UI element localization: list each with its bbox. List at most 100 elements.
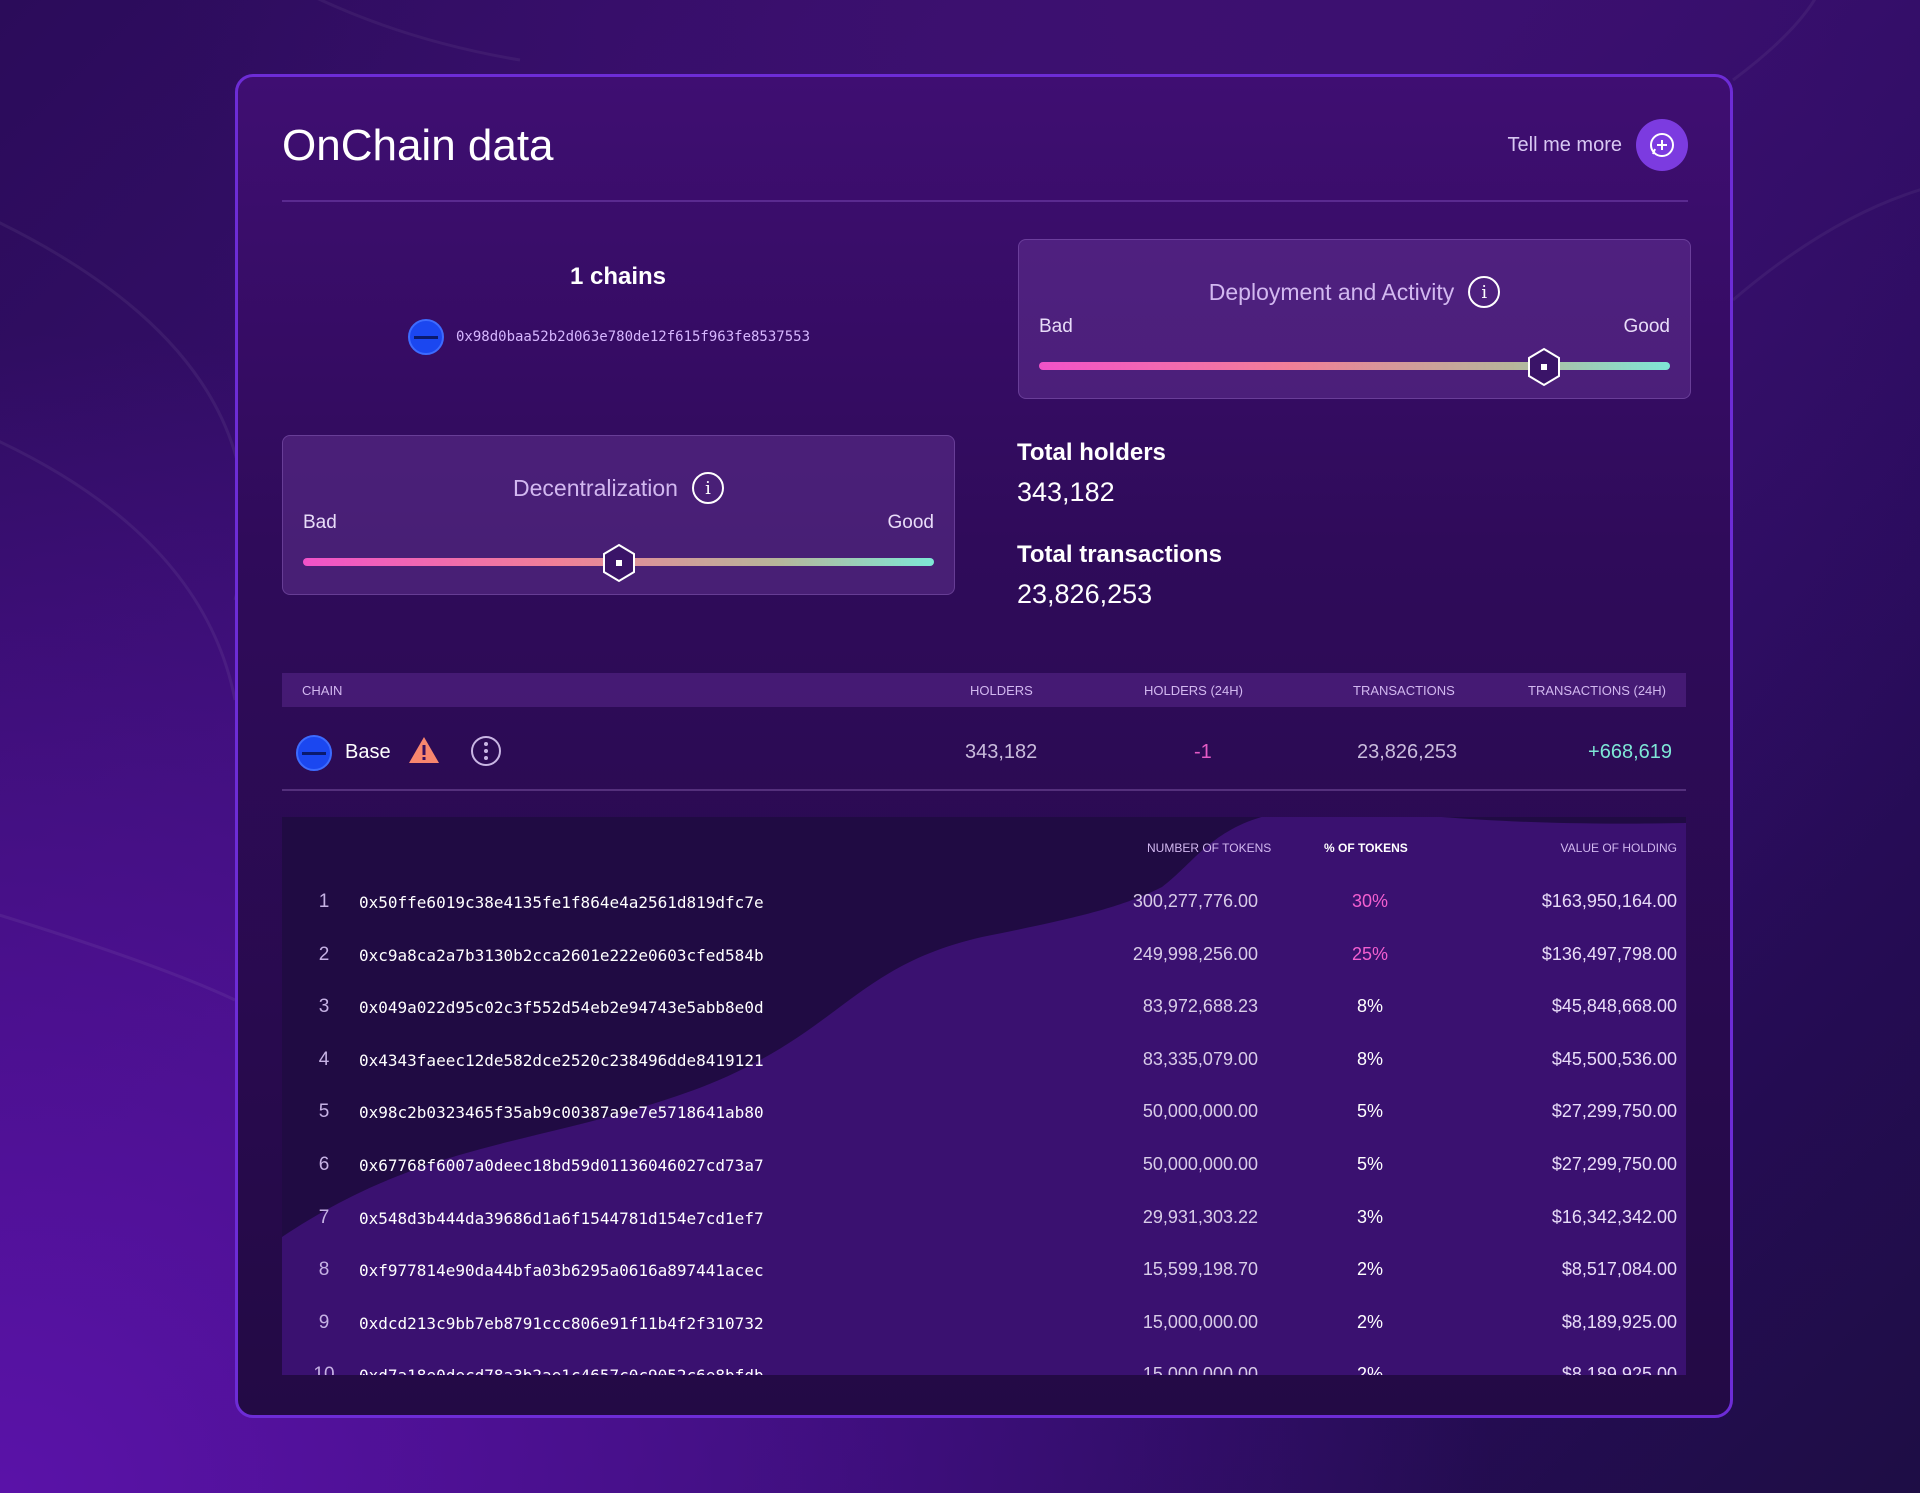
- total-transactions-value: 23,826,253: [1017, 579, 1153, 609]
- holder-address: 0x67768f6007a0deec18bd59d01136046027cd73…: [359, 1156, 764, 1175]
- holder-rank: 9: [318, 1311, 330, 1333]
- deployment-bad-label: Bad: [1039, 316, 1073, 337]
- holder-rank: 10: [313, 1364, 335, 1375]
- col-percent-of-tokens: % OF TOKENS: [1324, 841, 1408, 855]
- chain-address[interactable]: 0x98d0baa52b2d063e780de12f615f963fe85375…: [408, 319, 810, 355]
- holder-token-percent: 30%: [1351, 891, 1389, 911]
- list-item[interactable]: 7 0x548d3b444da39686d1a6f1544781d154e7cd1…: [282, 1193, 1686, 1245]
- deployment-score-panel: Deployment and Activity i Bad Good: [1018, 239, 1691, 399]
- holder-rank: 4: [318, 1048, 330, 1070]
- list-item[interactable]: 3 0x049a022d95c02c3f552d54eb2e94743e5abb8…: [282, 982, 1686, 1034]
- holder-value: $16,342,342.00: [1551, 1206, 1677, 1227]
- list-item[interactable]: 10 0xd7a18e0decd78a3b2ae1c4657c0c9052c6e8…: [282, 1350, 1686, 1375]
- base-chain-icon: [408, 319, 444, 355]
- holder-token-percent: 2%: [1356, 1259, 1383, 1280]
- holder-address: 0x98c2b0323465f35ab9c00387a9e7e5718641ab…: [359, 1103, 764, 1123]
- tell-me-more-label: Tell me more: [1507, 133, 1622, 156]
- warning-icon[interactable]: [408, 735, 440, 765]
- decentralization-score-panel: Decentralization i Bad Good: [282, 435, 955, 595]
- holders-24h-value: -1: [1194, 741, 1212, 763]
- transactions-value: 23,826,253: [1357, 741, 1458, 763]
- deployment-score-title: Deployment and Activity: [1208, 278, 1455, 305]
- holder-token-percent: 5%: [1356, 1154, 1383, 1174]
- holder-value: $136,497,798.00: [1541, 943, 1677, 964]
- chain-table-header: CHAIN HOLDERS HOLDERS (24H) TRANSACTIONS…: [282, 673, 1686, 707]
- info-icon[interactable]: i: [691, 472, 724, 504]
- page-title: OnChain data: [282, 121, 554, 170]
- holder-token-percent: 8%: [1356, 996, 1383, 1017]
- table-row[interactable]: Base 343,182 -1 23,826,253 +668,619: [282, 717, 1686, 791]
- contract-address: 0x98d0baa52b2d063e780de12f615f963fe85375…: [456, 329, 811, 345]
- holder-token-count: 50,000,000.00: [1142, 1101, 1258, 1122]
- holder-rank: 7: [318, 1206, 330, 1228]
- top-holders-panel: NUMBER OF TOKENS % OF TOKENS VALUE OF HO…: [282, 817, 1686, 1375]
- holder-value: $27,299,750.00: [1551, 1101, 1677, 1122]
- holder-value: $8,189,925.00: [1561, 1364, 1677, 1375]
- list-item[interactable]: 9 0xdcd213c9bb7eb8791ccc806e91f11b4f2f310…: [282, 1298, 1686, 1350]
- header-divider: [282, 200, 1688, 202]
- holder-token-count: 15,000,000.00: [1142, 1364, 1258, 1375]
- col-transactions: TRANSACTIONS: [1353, 683, 1455, 698]
- list-item[interactable]: 5 0x98c2b0323465f35ab9c00387a9e7e5718641a…: [282, 1087, 1686, 1139]
- holder-address: 0xd7a18e0decd78a3b2ae1c4657c0c9052c6e8bf…: [359, 1366, 764, 1375]
- tell-me-more-button[interactable]: Tell me more: [1508, 119, 1688, 171]
- holder-address: 0xc9a8ca2a7b3130b2cca2601e222e0603cfed58…: [359, 945, 764, 965]
- chain-name: Base: [345, 741, 391, 763]
- col-value-of-holding: VALUE OF HOLDING: [1560, 841, 1677, 855]
- deployment-good-label: Good: [1623, 316, 1670, 337]
- holder-rank: 6: [318, 1154, 330, 1175]
- more-icon[interactable]: [470, 735, 502, 767]
- holder-token-count: 300,277,776.00: [1132, 891, 1258, 911]
- holder-value: $163,950,164.00: [1541, 891, 1677, 911]
- holder-rank: 2: [318, 943, 330, 965]
- decentralization-bad-label: Bad: [303, 512, 337, 533]
- transactions-24h-value: +668,619: [1588, 741, 1672, 763]
- holder-token-percent: 2%: [1356, 1364, 1383, 1375]
- col-holders: HOLDERS: [970, 683, 1033, 698]
- base-chain-icon: [296, 735, 332, 771]
- deployment-score-marker: [1527, 347, 1560, 387]
- holder-address: 0xf977814e90da44bfa03b6295a0616a897441ac…: [359, 1261, 764, 1281]
- holder-token-percent: 2%: [1356, 1311, 1383, 1332]
- col-holders-24h: HOLDERS (24H): [1144, 683, 1243, 698]
- holder-rank: 1: [318, 891, 330, 912]
- holder-value: $8,517,084.00: [1561, 1259, 1677, 1280]
- holder-token-count: 249,998,256.00: [1132, 943, 1258, 964]
- decentralization-good-label: Good: [887, 512, 934, 533]
- holder-token-count: 15,000,000.00: [1142, 1311, 1258, 1332]
- holders-value: 343,182: [965, 741, 1038, 763]
- holder-token-count: 83,335,079.00: [1142, 1048, 1258, 1069]
- holder-token-percent: 3%: [1356, 1206, 1383, 1227]
- col-number-of-tokens: NUMBER OF TOKENS: [1147, 841, 1272, 855]
- holder-value: $45,500,536.00: [1551, 1048, 1677, 1069]
- holder-rank: 8: [318, 1259, 330, 1281]
- holder-token-count: 15,599,198.70: [1142, 1259, 1258, 1280]
- holder-address: 0x4343faeec12de582dce2520c238496dde84191…: [359, 1050, 764, 1070]
- holder-token-percent: 5%: [1356, 1101, 1383, 1122]
- holder-address: 0x548d3b444da39686d1a6f1544781d154e7cd1e…: [359, 1208, 764, 1228]
- deployment-score-track: [1039, 362, 1670, 370]
- holder-token-percent: 8%: [1356, 1048, 1383, 1069]
- list-item[interactable]: 6 0x67768f6007a0deec18bd59d01136046027cd7…: [282, 1140, 1686, 1192]
- col-chain: CHAIN: [302, 683, 343, 698]
- list-item[interactable]: 4 0x4343faeec12de582dce2520c238496dde8419…: [282, 1035, 1686, 1087]
- holder-rank: 3: [318, 996, 330, 1018]
- holder-token-count: 50,000,000.00: [1142, 1154, 1258, 1174]
- chains-count: 1 chains: [569, 263, 667, 290]
- total-holders-value: 343,182: [1017, 477, 1115, 507]
- holder-address: 0x50ffe6019c38e4135fe1f864e4a2561d819dfc…: [359, 893, 764, 912]
- col-transactions-24h: TRANSACTIONS (24H): [1528, 683, 1666, 698]
- list-item[interactable]: 1 0x50ffe6019c38e4135fe1f864e4a2561d819df…: [282, 877, 1686, 929]
- holders-wave-decoration: [282, 817, 1686, 1375]
- list-item[interactable]: 8 0xf977814e90da44bfa03b6295a0616a897441a…: [282, 1245, 1686, 1297]
- holder-value: $45,848,668.00: [1551, 996, 1677, 1017]
- onchain-card: OnChain data Tell me more 1 chains 0x98d…: [235, 74, 1733, 1418]
- holder-token-count: 29,931,303.22: [1142, 1206, 1258, 1227]
- holder-value: $27,299,750.00: [1551, 1154, 1677, 1174]
- holder-address: 0x049a022d95c02c3f552d54eb2e94743e5abb8e…: [359, 998, 764, 1018]
- info-icon[interactable]: i: [1468, 276, 1501, 308]
- decentralization-score-title: Decentralization: [513, 474, 678, 501]
- total-holders-label: Total holders: [1017, 439, 1166, 466]
- list-item[interactable]: 2 0xc9a8ca2a7b3130b2cca2601e222e0603cfed5…: [282, 930, 1686, 982]
- holder-token-percent: 25%: [1351, 943, 1389, 964]
